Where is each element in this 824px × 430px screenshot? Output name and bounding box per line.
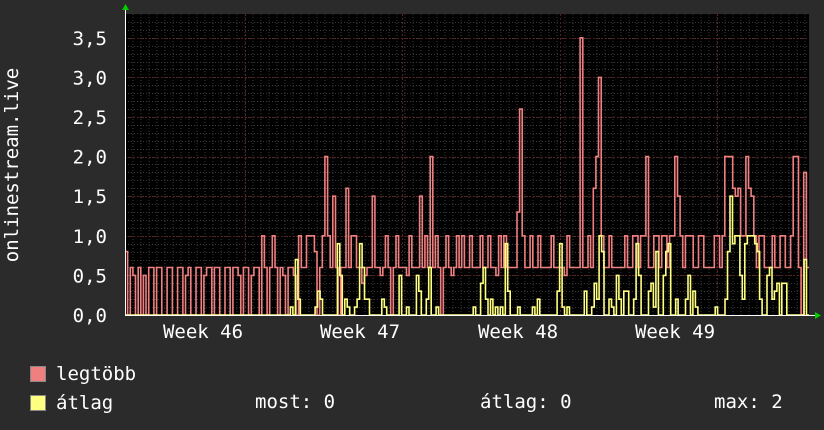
- x-tick-label: Week 48: [478, 321, 558, 343]
- y-axis-arrow: [122, 4, 129, 10]
- y-tick-label: 0,0: [73, 305, 107, 327]
- y-tick-label: 2,0: [73, 147, 107, 169]
- legend-item-avg: átlag: [30, 391, 113, 415]
- x-tick-label: Week 47: [320, 321, 400, 343]
- y-tick-label: 0,5: [73, 265, 107, 287]
- y-tick-label: 3,0: [73, 67, 107, 89]
- stat-average: átlag: 0: [480, 391, 572, 413]
- legend-swatch-avg: [30, 395, 46, 411]
- x-tick-label: Week 46: [163, 321, 243, 343]
- x-tick-label: Week 49: [635, 321, 715, 343]
- series-line-max: [125, 37, 809, 316]
- stat-max: max: 2: [714, 391, 783, 413]
- stat-current: most: 0: [255, 391, 336, 413]
- y-tick-label: 1,0: [73, 226, 107, 248]
- y-tick-label: 3,5: [73, 28, 107, 50]
- legend-item-max: legtöbb: [30, 362, 136, 386]
- x-axis-arrow: [815, 312, 821, 319]
- y-tick-label: 1,5: [73, 186, 107, 208]
- legend-label-max: legtöbb: [56, 363, 137, 385]
- y-tick-label: 2,5: [73, 107, 107, 129]
- legend-swatch-max: [30, 366, 46, 382]
- legend-label-avg: átlag: [56, 392, 114, 414]
- y-axis-title: onlinestream.live: [1, 68, 23, 262]
